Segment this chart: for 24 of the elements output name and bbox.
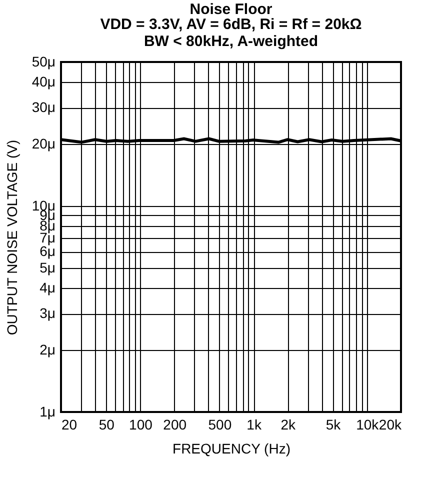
x-tick-label: 20k (378, 416, 402, 432)
x-tick-label: 5k (326, 416, 342, 432)
x-tick-label: 500 (208, 416, 232, 432)
y-tick-label: 3μ (40, 305, 56, 322)
x-axis-title: FREQUENCY (Hz) (172, 440, 290, 456)
x-tick-label: 2k (280, 416, 297, 432)
y-axis-title: OUTPUT NOISE VOLTAGE (V) (4, 140, 20, 336)
x-tick-label: 10k (356, 416, 380, 432)
x-tick-label: 1k (246, 416, 262, 432)
y-tick-label: 4μ (40, 279, 56, 296)
y-tick-label: 5μ (40, 260, 56, 276)
x-tick-label: 200 (163, 416, 187, 432)
y-tick-label: 30μ (32, 99, 56, 116)
x-tick-label: 50 (98, 416, 115, 432)
x-tick-label: 100 (129, 416, 153, 432)
y-tick-label: 2μ (40, 341, 56, 358)
y-tick-label: 6μ (40, 243, 56, 260)
y-tick-label: 50μ (32, 54, 56, 70)
chart-subtitle: VDD = 3.3V, AV = 6dB, Ri = Rf = 20kΩ BW < 80kHz, A-weighted (100, 16, 362, 50)
y-tick-label: 20μ (32, 135, 56, 152)
y-tick-label: 1μ (40, 404, 56, 420)
chart-title: Noise Floor (190, 1, 272, 18)
y-tick-label: 40μ (32, 73, 56, 90)
x-tick-label: 20 (62, 416, 78, 432)
